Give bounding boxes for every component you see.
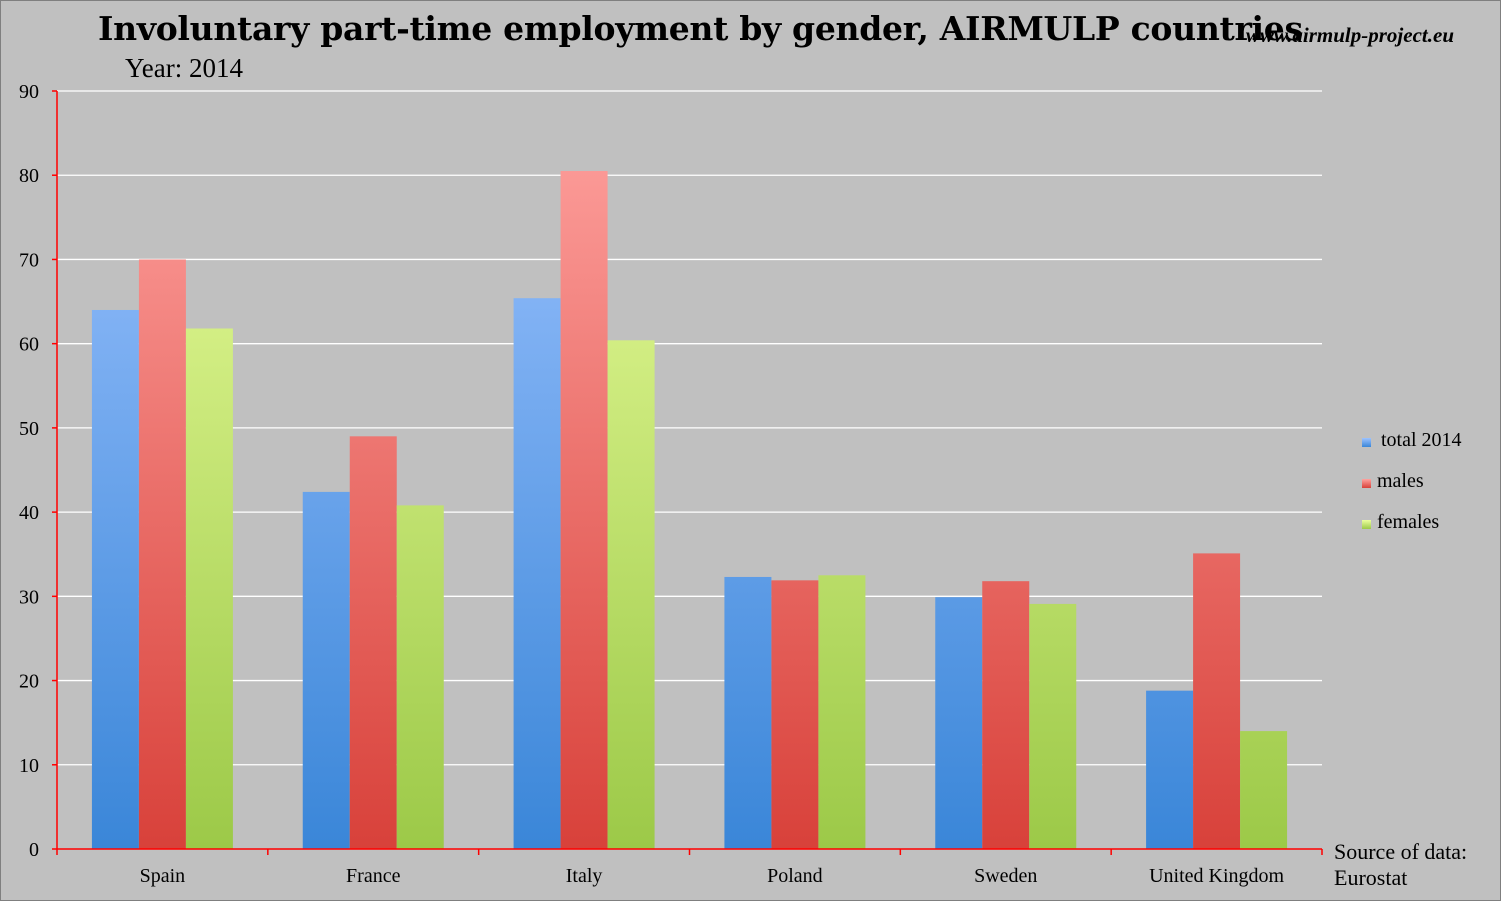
bar-total-2014-italy xyxy=(513,298,561,850)
bar-males-spain xyxy=(138,259,186,849)
bar-females-spain xyxy=(185,328,233,849)
x-tick-label: Poland xyxy=(767,865,823,887)
website-label: www.airmulp-project.eu xyxy=(1245,23,1454,47)
x-tick-label: United Kingdom xyxy=(1149,865,1284,887)
x-tick-label: Sweden xyxy=(974,865,1037,887)
x-tick-label: Italy xyxy=(566,865,603,887)
y-tick-label: 80 xyxy=(19,165,39,187)
bar-females-poland xyxy=(818,575,866,849)
legend-label-males: males xyxy=(1377,470,1424,492)
bar-total-2014-sweden xyxy=(935,597,983,849)
x-tick-label: France xyxy=(346,865,401,887)
bar-females-sweden xyxy=(1029,603,1077,849)
y-tick-label: 60 xyxy=(19,334,39,356)
source-line-2: Eurostat xyxy=(1334,865,1408,890)
x-tick-label: Spain xyxy=(140,865,186,887)
bar-males-france xyxy=(349,436,397,849)
legend-label-total: total 2014 xyxy=(1381,429,1462,451)
y-tick-label: 50 xyxy=(19,418,39,440)
y-tick-label: 20 xyxy=(19,671,39,693)
source-note: Source of data: Eurostat xyxy=(1334,839,1467,891)
legend-swatch-total xyxy=(1362,438,1371,447)
y-tick-label: 40 xyxy=(19,502,39,524)
legend-swatch-females xyxy=(1362,520,1371,529)
legend: total 2014 males females xyxy=(1362,429,1462,552)
y-tick-label: 0 xyxy=(29,839,39,861)
bar-total-2014-united-kingdom xyxy=(1146,690,1194,849)
legend-item-males: males xyxy=(1362,470,1462,511)
bar-females-italy xyxy=(607,340,655,849)
chart-title: Involuntary part-time employment by gend… xyxy=(98,9,1303,48)
bar-females-france xyxy=(396,505,444,849)
legend-item-total: total 2014 xyxy=(1362,429,1462,470)
bar-females-united-kingdom xyxy=(1240,731,1288,849)
legend-label-females: females xyxy=(1377,511,1440,533)
source-line-1: Source of data: xyxy=(1334,839,1468,864)
y-tick-label: 90 xyxy=(19,81,39,103)
y-tick-label: 10 xyxy=(19,755,39,777)
legend-swatch-males xyxy=(1362,479,1371,488)
bar-males-sweden xyxy=(982,581,1030,849)
legend-item-females: females xyxy=(1362,511,1462,552)
bar-total-2014-poland xyxy=(724,576,772,849)
bar-males-united-kingdom xyxy=(1193,553,1241,849)
chart-subtitle: Year: 2014 xyxy=(125,53,244,83)
bar-total-2014-spain xyxy=(91,309,139,849)
y-tick-label: 30 xyxy=(19,586,39,608)
bar-total-2014-france xyxy=(302,491,350,849)
bar-males-poland xyxy=(771,580,819,849)
bar-males-italy xyxy=(560,171,608,849)
y-tick-label: 70 xyxy=(19,249,39,271)
